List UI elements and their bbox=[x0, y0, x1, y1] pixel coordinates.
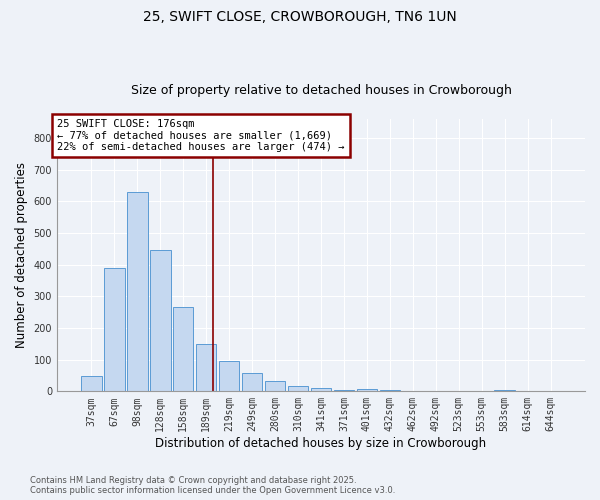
Bar bbox=[334, 390, 354, 392]
Bar bbox=[356, 389, 377, 392]
Bar bbox=[380, 390, 400, 392]
Bar bbox=[150, 250, 170, 392]
Bar bbox=[311, 388, 331, 392]
Bar bbox=[242, 373, 262, 392]
Text: 25, SWIFT CLOSE, CROWBOROUGH, TN6 1UN: 25, SWIFT CLOSE, CROWBOROUGH, TN6 1UN bbox=[143, 10, 457, 24]
Y-axis label: Number of detached properties: Number of detached properties bbox=[15, 162, 28, 348]
Text: Contains HM Land Registry data © Crown copyright and database right 2025.
Contai: Contains HM Land Registry data © Crown c… bbox=[30, 476, 395, 495]
Bar bbox=[196, 344, 217, 392]
Bar bbox=[81, 376, 101, 392]
Bar bbox=[265, 381, 286, 392]
X-axis label: Distribution of detached houses by size in Crowborough: Distribution of detached houses by size … bbox=[155, 437, 487, 450]
Title: Size of property relative to detached houses in Crowborough: Size of property relative to detached ho… bbox=[131, 84, 511, 97]
Bar bbox=[219, 360, 239, 392]
Bar bbox=[104, 268, 125, 392]
Bar bbox=[173, 308, 193, 392]
Text: 25 SWIFT CLOSE: 176sqm
← 77% of detached houses are smaller (1,669)
22% of semi-: 25 SWIFT CLOSE: 176sqm ← 77% of detached… bbox=[57, 119, 344, 152]
Bar bbox=[287, 386, 308, 392]
Bar bbox=[494, 390, 515, 392]
Bar bbox=[127, 192, 148, 392]
